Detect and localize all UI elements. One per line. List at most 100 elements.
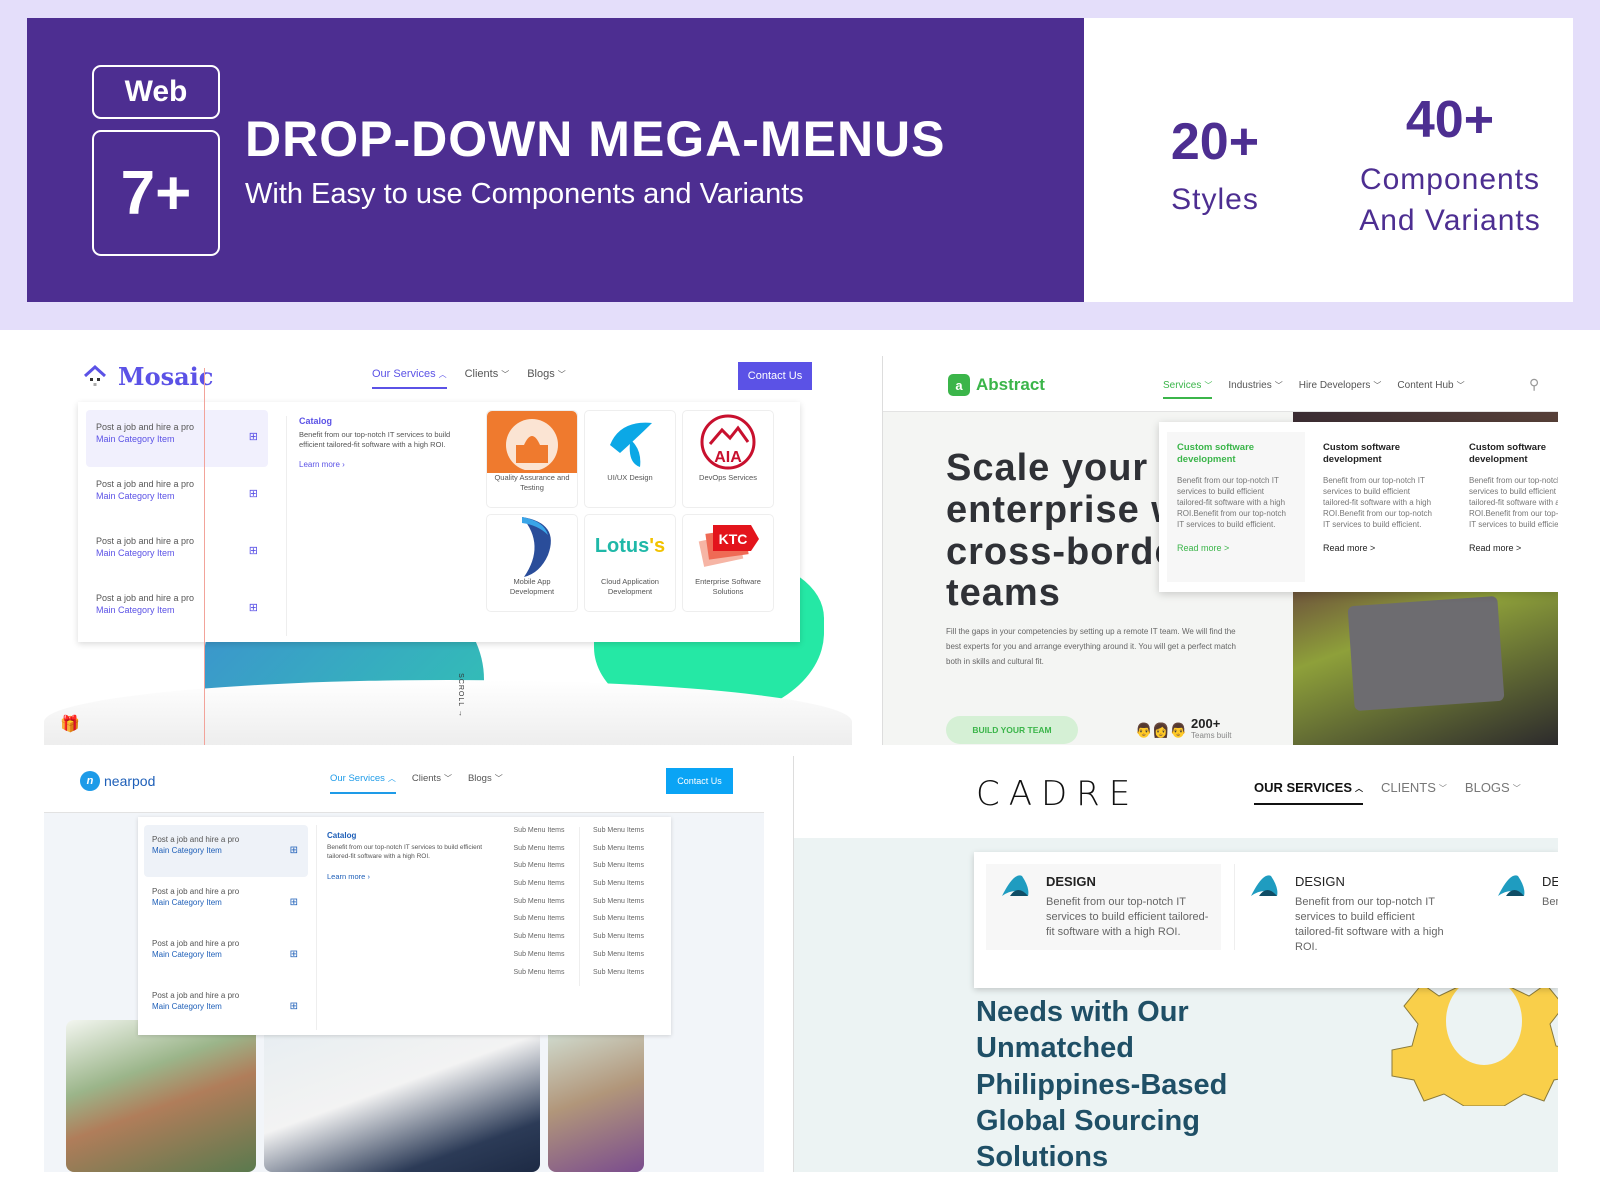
card-description: Ben ser fit s [1542,896,1558,908]
read-more-link[interactable]: Read more > [1177,542,1230,553]
chevron-up-icon: ︿ [1355,784,1364,794]
category-item[interactable]: Post a job and hire a pro Main Category … [86,524,268,581]
service-card[interactable]: DESIGN Benefit from our top-notch IT ser… [1234,864,1469,953]
service-card[interactable]: Custom software development Benefit from… [1313,432,1451,582]
chevron-down-icon: ﹀ [443,774,452,783]
category-item[interactable]: Post a job and hire a pro Main Category … [86,467,268,524]
category-item[interactable]: Post a job and hire a pro Main Category … [144,877,308,929]
link-label: Learn more [299,460,340,470]
stat-label: Components [1359,163,1541,196]
contact-us-button[interactable]: Contact Us [738,362,812,390]
nav-clients[interactable]: Clients ﹀ [465,368,510,389]
sub-menu-item[interactable]: Sub Menu Items [513,933,565,941]
nav-our-services[interactable]: OUR SERVICES ︿ [1254,780,1364,805]
chevron-down-icon: ﹀ [1456,381,1465,390]
category-caption: Post a job and hire a pro [96,422,195,432]
grid-apps-icon: ⊞ [289,1001,298,1012]
service-card[interactable]: DESIGN Benefit from our top-notch IT ser… [986,864,1221,950]
sub-menu-item[interactable]: Sub Menu Items [593,844,644,852]
nav-label: Our Services [330,773,385,785]
mosaic-logo-icon [83,364,107,386]
nav-industries[interactable]: Industries ﹀ [1228,380,1282,399]
learn-more-link[interactable]: Learn more › [327,872,491,881]
chevron-down-icon: ﹀ [1274,381,1283,390]
sub-menu-item[interactable]: Sub Menu Items [513,968,565,976]
nav-label: OUR SERVICES [1254,780,1353,795]
nav-blogs[interactable]: BLOGS ﹀ [1465,780,1521,805]
nav-our-services[interactable]: Our Services ︿ [330,773,396,795]
sub-menu-item[interactable]: Sub Menu Items [513,915,565,923]
nearpod-logo[interactable]: n nearpod [80,771,155,791]
stat-value: 20+ [1170,113,1260,171]
chevron-down-icon: ﹀ [501,369,510,379]
stat-components: 40+ Components And Variants [1340,94,1560,241]
category-item[interactable]: Post a job and hire a pro Main Category … [86,581,268,638]
category-item[interactable]: Post a job and hire a pro Main Category … [86,410,268,467]
guide-line [204,368,205,745]
sub-menu-item[interactable]: Sub Menu Items [593,880,644,888]
sub-menu-item[interactable]: Sub Menu Items [513,844,565,852]
nav-label: Content Hub [1397,380,1454,392]
stat-value: 200+ [1191,716,1221,731]
mosaic-brand-name: Mosaic [118,362,214,391]
sub-menu-item[interactable]: Sub Menu Items [593,862,644,870]
build-your-team-button[interactable]: BUILD YOUR TEAM [946,716,1078,744]
chevron-right-icon: › [342,460,345,470]
photo-woman-smiling [66,1020,256,1172]
cadre-logo[interactable]: CADRE [976,774,1140,814]
nav-services[interactable]: Services ﹀ [1163,380,1213,400]
learn-more-link[interactable]: Learn more › [299,460,476,469]
chevron-down-icon: ﹀ [1373,381,1382,390]
svg-text:KTC: KTC [719,531,748,547]
nav-clients[interactable]: CLIENTS ﹀ [1381,780,1447,805]
abstract-logo[interactable]: a Abstract [948,374,1045,396]
service-tile[interactable]: UI/UX Design [584,410,676,508]
building-logo-icon [487,411,577,473]
tile-label: Mobile App Development [509,577,555,596]
sub-menu-item[interactable]: Sub Menu Items [513,862,565,870]
nav-clients[interactable]: Clients ﹀ [412,773,452,794]
sub-menu-item[interactable]: Sub Menu Items [593,950,644,958]
sub-menu-item[interactable]: Sub Menu Items [593,915,644,923]
nav-our-services[interactable]: Our Services ︿ [372,368,447,389]
sub-menu-item[interactable]: Sub Menu Items [513,827,565,834]
service-tile[interactable]: Quality Assurance and Testing [486,410,578,508]
service-tile[interactable]: Lotus's Cloud Application Development [584,514,676,612]
service-tile[interactable]: KTC Enterprise Software Solutions [682,514,774,612]
nav-content-hub[interactable]: Content Hub ﹀ [1397,380,1464,399]
catalog-title: Catalog [299,416,333,426]
nav-label: BLOGS [1464,780,1510,795]
search-icon[interactable]: ⚲ [1529,376,1540,392]
category-title: Main Category Item [96,491,175,501]
service-tile[interactable]: Mobile App Development [486,514,578,612]
category-item[interactable]: Post a job and hire a pro Main Category … [144,981,308,1033]
category-item[interactable]: Post a job and hire a pro Main Category … [144,929,308,981]
service-card[interactable]: Custom software development Benefit from… [1459,432,1558,582]
sub-menu-item[interactable]: Sub Menu Items [593,968,644,976]
nav-blogs[interactable]: Blogs ﹀ [468,773,503,794]
sub-menu-column: Sub Menu Items Sub Menu Items Sub Menu I… [579,827,657,987]
banner-subtitle: With Easy to use Components and Variants [245,178,804,210]
sub-menu-item[interactable]: Sub Menu Items [513,897,565,905]
service-card[interactable]: DE Ben ser fit s [1482,864,1558,950]
service-card[interactable]: Custom software development Benefit from… [1167,432,1305,582]
nav-label: Clients [411,773,441,785]
decorative-floor [44,680,852,745]
hero-line: Needs with Our [976,996,1189,1028]
nav-blogs[interactable]: Blogs ﹀ [527,368,566,389]
hero-heading: Needs with Our Unmatched Philippines-Bas… [976,994,1227,1172]
sub-menu-item[interactable]: Sub Menu Items [593,897,644,905]
category-item[interactable]: Post a job and hire a pro Main Category … [144,825,308,877]
read-more-link[interactable]: Read more > [1469,542,1522,553]
contact-us-button[interactable]: Contact Us [666,768,733,794]
sub-menu-item[interactable]: Sub Menu Items [593,933,644,941]
sub-menu-item[interactable]: Sub Menu Items [593,827,644,834]
gift-icon[interactable]: 🎁 [60,716,80,733]
nav-hire-developers[interactable]: Hire Developers ﹀ [1299,380,1382,399]
sub-menu-item[interactable]: Sub Menu Items [513,950,565,958]
sub-menu-item[interactable]: Sub Menu Items [513,880,565,888]
mosaic-logo[interactable]: Mosaic [82,362,213,391]
card-title: DE [1542,874,1558,889]
read-more-link[interactable]: Read more > [1323,542,1376,553]
service-tile[interactable]: AIA DevOps Services [682,410,774,508]
